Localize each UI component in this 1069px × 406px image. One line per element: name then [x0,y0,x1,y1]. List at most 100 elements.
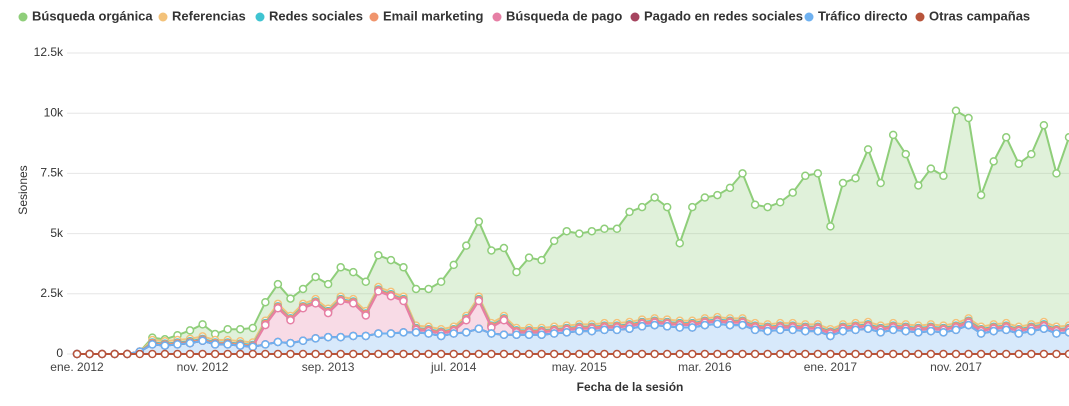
point [449,349,458,359]
point [311,299,320,308]
point [235,349,245,359]
point [575,229,584,238]
point [688,349,697,359]
point [888,130,898,140]
point [650,193,659,202]
point [248,349,258,359]
point [248,342,258,352]
legend-marker [158,12,168,22]
point [173,340,182,349]
point [399,328,408,337]
point [487,349,496,359]
point [587,226,597,236]
point [775,349,785,359]
point [713,190,722,200]
point [939,328,948,337]
point [1052,329,1061,338]
point [838,349,848,359]
point [311,272,320,282]
legend-label: Referencias [172,8,246,23]
point [173,349,182,359]
point [148,340,157,349]
point [160,349,170,359]
point [537,349,546,359]
point [210,349,220,359]
point [549,349,559,359]
point [876,328,885,337]
point [637,322,647,331]
point [688,323,697,332]
point [135,349,145,359]
point [374,287,383,296]
point [349,267,358,277]
point [374,349,383,359]
point [298,284,308,294]
point [826,331,835,341]
point [436,277,446,287]
point [1064,349,1069,359]
point [964,349,973,359]
point [675,238,684,248]
point [813,169,823,178]
y-tick-label: 0 [56,346,63,360]
point [223,349,232,359]
point [311,334,320,343]
point [449,329,458,338]
point [499,243,509,253]
point [436,349,446,359]
point [286,338,295,348]
legend-marker [369,12,379,22]
point [185,326,195,335]
point [738,320,747,330]
point [813,349,823,359]
point [951,325,961,335]
point [888,325,898,335]
point [863,324,873,333]
point [311,349,320,359]
point [750,325,760,335]
point [662,349,672,359]
point [662,202,672,212]
point [976,329,986,338]
point [462,241,471,250]
area [77,291,1069,354]
legend-label: Tráfico directo [818,8,908,23]
point [976,349,986,359]
point [989,326,998,336]
point [838,178,848,188]
point [537,330,546,339]
point [1064,133,1069,142]
point [399,296,408,306]
point [499,316,509,325]
point [487,329,496,338]
point [650,349,659,359]
point [386,291,396,301]
point [951,349,961,359]
point [361,349,371,359]
y-tick-label: 12.5k [34,45,64,59]
point [625,324,634,333]
point [763,326,772,336]
point [813,326,823,336]
y-tick-label: 10k [44,105,64,119]
point [926,164,936,173]
point [336,332,345,342]
point [713,349,722,359]
point [587,349,597,359]
x-tick-label: may. 2015 [552,360,607,374]
legend-marker [804,12,814,22]
point [411,284,421,294]
point [700,193,710,202]
point [976,190,986,200]
x-tick-label: ene. 2017 [804,360,858,374]
point [964,320,973,330]
point [336,349,345,359]
point [386,329,396,338]
point [1027,349,1036,359]
point [411,328,421,337]
point [713,319,722,329]
point [788,325,797,335]
point [700,320,710,330]
point [775,325,785,335]
point [235,324,245,334]
